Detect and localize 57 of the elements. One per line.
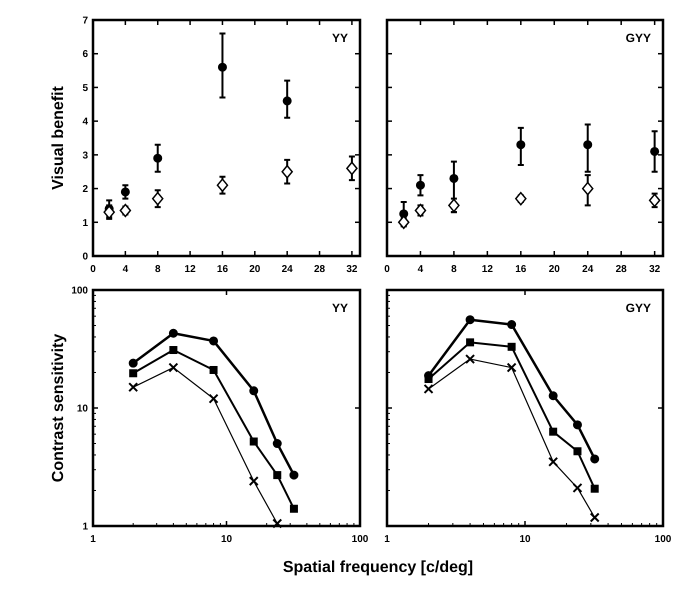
x-tick-label: 4 — [122, 264, 129, 275]
point — [416, 180, 425, 190]
y-tick-label: 2 — [82, 184, 88, 196]
x-tick-label: 28 — [616, 264, 628, 275]
point — [582, 182, 594, 196]
y-tick-label: 5 — [82, 82, 88, 94]
point — [218, 62, 227, 72]
point — [281, 164, 293, 178]
annotation: GYY — [626, 31, 651, 45]
x-tick-label: 24 — [582, 264, 594, 275]
point — [216, 178, 228, 192]
y-tick-label: 100 — [71, 286, 88, 296]
y-tick-label: 4 — [82, 116, 88, 128]
x-tick-label: 8 — [451, 264, 458, 275]
point — [650, 146, 660, 156]
x-axis-title: Spatial frequency [c/deg] — [282, 559, 474, 576]
x-tick-label: 0 — [90, 264, 96, 275]
point — [120, 187, 130, 196]
point — [346, 162, 358, 176]
x-tick-label: 32 — [346, 264, 358, 275]
x-tick-label: 12 — [184, 264, 196, 275]
x-tick-label: 1 — [384, 534, 390, 545]
x-tick-label: 28 — [314, 264, 326, 275]
x-tick-label: 0 — [384, 264, 390, 275]
point — [153, 154, 162, 163]
x-tick-label: 32 — [649, 264, 661, 275]
y-tick-label: 7 — [82, 16, 88, 26]
point — [449, 174, 458, 183]
point — [516, 140, 526, 150]
y-axis-title: Visual benefit — [50, 85, 67, 190]
y-tick-label: 3 — [82, 150, 88, 162]
y-tick-label: 1 — [82, 218, 88, 229]
x-tick-label: 4 — [418, 264, 424, 275]
x-tick-label: 100 — [654, 534, 672, 545]
x-tick-label: 100 — [352, 534, 369, 545]
x-tick-label: 20 — [548, 264, 560, 275]
point — [152, 192, 164, 206]
y-tick-label: 1 — [82, 522, 88, 532]
x-tick-label: 12 — [482, 264, 494, 275]
annotation: YY — [332, 31, 348, 45]
y-tick-label: 10 — [76, 404, 88, 414]
y-tick-label: 0 — [82, 252, 88, 262]
x-tick-label: 16 — [216, 264, 228, 275]
y-tick-label: 6 — [82, 49, 88, 60]
point — [282, 96, 292, 106]
x-tick-label: 8 — [154, 264, 161, 275]
x-tick-label: 10 — [220, 534, 232, 545]
annotation: GYY — [626, 301, 651, 315]
x-tick-label: 1 — [90, 534, 96, 545]
y-axis-title: Contrast sensitivity — [50, 334, 67, 482]
x-tick-label: 10 — [519, 534, 531, 545]
x-tick-label: 16 — [515, 264, 527, 275]
x-tick-label: 24 — [282, 264, 294, 275]
point — [515, 192, 527, 206]
point — [583, 140, 592, 150]
annotation: YY — [332, 301, 348, 315]
x-tick-label: 20 — [249, 264, 261, 275]
